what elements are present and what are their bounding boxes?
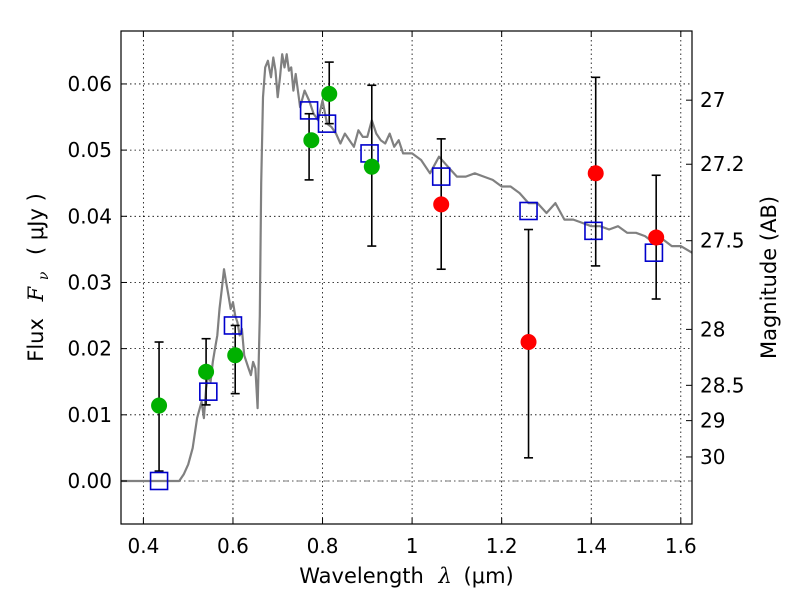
spectrum-line xyxy=(121,53,693,483)
model-band-square xyxy=(431,167,451,186)
model-band-square xyxy=(199,382,218,401)
x-axis-label: Wavelength λ (μm) xyxy=(299,564,513,588)
magnitude-tick-label: 27.5 xyxy=(700,229,745,253)
red-data-point xyxy=(587,165,604,182)
x-tick-label: 0.4 xyxy=(127,534,159,558)
y-axis-label-subscript: ν xyxy=(36,271,52,280)
model-band-square xyxy=(317,114,337,133)
green-data-point xyxy=(227,347,244,364)
x-tick-label: 1.6 xyxy=(665,534,697,558)
ticks-layer: 0.4 0.6 0.8 1 1.2 1.4 1.6 0.00 0.01 0.02 0.03 0.04 0… xyxy=(67,31,745,558)
x-axis-label-unit: (μm) xyxy=(464,564,514,588)
magnitude-tick-label: 30 xyxy=(700,445,725,469)
spectrum-layer xyxy=(121,53,693,483)
y2-axis-label: Magnitude (AB) xyxy=(757,196,781,359)
x-axis-label-text: Wavelength xyxy=(299,564,424,588)
x-tick-label: 1.2 xyxy=(486,534,518,558)
red-data-point xyxy=(648,229,665,246)
model-band-square xyxy=(519,201,538,221)
x-tick-label: 1.4 xyxy=(575,534,607,558)
model-band-square xyxy=(299,101,319,120)
red-data-point xyxy=(520,334,537,351)
y-axis-label-unit: ( μJy ) xyxy=(24,193,48,255)
model-band-square xyxy=(644,243,664,262)
x-tick-label: 1 xyxy=(406,534,419,558)
green-data-point xyxy=(363,158,380,175)
x-axis-label-symbol: λ xyxy=(438,564,452,588)
y-axis-label-symbol: F xyxy=(24,285,48,302)
y-tick-label: 0.06 xyxy=(67,72,112,96)
green-data-point xyxy=(321,85,338,102)
x-tick-label: 0.6 xyxy=(217,534,249,558)
errorbar-layer xyxy=(154,61,661,472)
magnitude-tick-label: 27.2 xyxy=(700,152,745,176)
magnitude-tick-label: 28 xyxy=(700,317,725,341)
points-layer xyxy=(149,85,665,491)
green-data-point xyxy=(303,132,320,149)
y-tick-label: 0.02 xyxy=(67,337,112,361)
y-tick-label: 0.01 xyxy=(67,403,112,427)
magnitude-tick-label: 29 xyxy=(700,409,725,433)
model-band-square xyxy=(223,316,243,335)
magnitude-tick-label: 28.5 xyxy=(700,373,745,397)
green-data-point xyxy=(151,397,168,414)
red-data-point xyxy=(433,196,450,213)
model-band-square xyxy=(149,471,169,491)
y-tick-label: 0.03 xyxy=(67,270,112,294)
y-axis-label: Flux F ν ( μJy ) xyxy=(24,193,53,362)
grid-layer xyxy=(121,31,692,524)
green-data-point xyxy=(198,363,215,380)
y-axis-label-text: Flux xyxy=(24,318,48,362)
magnitude-tick-label: 27 xyxy=(700,88,725,112)
y-tick-label: 0.05 xyxy=(67,138,112,162)
model-band-square xyxy=(584,221,603,241)
x-tick-label: 0.8 xyxy=(307,534,339,558)
y-tick-label: 0.04 xyxy=(67,204,112,228)
plot-frame xyxy=(120,30,693,525)
labels-layer: Wavelength λ (μm) Flux F ν ( μJy ) Magni… xyxy=(24,193,781,588)
y-tick-label: 0.00 xyxy=(67,469,112,493)
